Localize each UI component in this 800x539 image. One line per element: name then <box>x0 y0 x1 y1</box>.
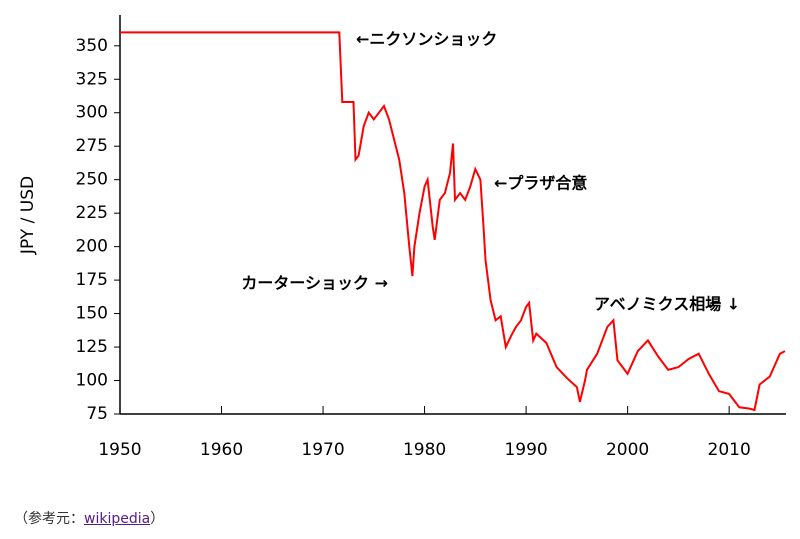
y-tick-label: 300 <box>76 103 108 123</box>
y-tick-label: 250 <box>76 170 108 190</box>
x-tick-label: 1970 <box>301 440 344 460</box>
x-tick-label: 1980 <box>403 440 446 460</box>
y-tick-label: 175 <box>76 270 108 290</box>
y-tick-label: 100 <box>76 371 108 391</box>
annotation: ←プラザ合意 <box>494 174 587 193</box>
x-tick-label: 1950 <box>98 440 141 460</box>
x-tick-label: 2010 <box>708 440 751 460</box>
data-line <box>120 31 786 412</box>
annotation: カーターショック → <box>241 274 388 293</box>
annotation: アベノミクス相場 ↓ <box>594 295 740 314</box>
x-tick-label: 1960 <box>200 440 243 460</box>
source-prefix: （参考元： <box>14 511 84 527</box>
y-tick-label: 125 <box>76 337 108 357</box>
chart: JPY / USD 75 100 125 150 175 200 225 250 275 300 3… <box>18 15 786 460</box>
source-note: （参考元：wikipedia） <box>14 508 164 528</box>
source-suffix: ） <box>150 511 165 527</box>
y-tick-label: 225 <box>76 203 108 223</box>
y-tick-label: 325 <box>76 69 108 89</box>
y-tick-label: 275 <box>76 136 108 156</box>
y-tick-label: 350 <box>76 36 108 56</box>
y-tick-label: 75 <box>86 404 108 424</box>
y-tick-label: 150 <box>76 304 108 324</box>
x-tick-label: 2000 <box>606 440 649 460</box>
y-axis-label: JPY / USD <box>18 176 38 255</box>
source-link[interactable]: wikipedia <box>84 511 151 527</box>
x-tick-label: 1990 <box>504 440 547 460</box>
y-tick-label: 200 <box>76 237 108 257</box>
annotation: ←ニクソンショック <box>356 30 497 49</box>
